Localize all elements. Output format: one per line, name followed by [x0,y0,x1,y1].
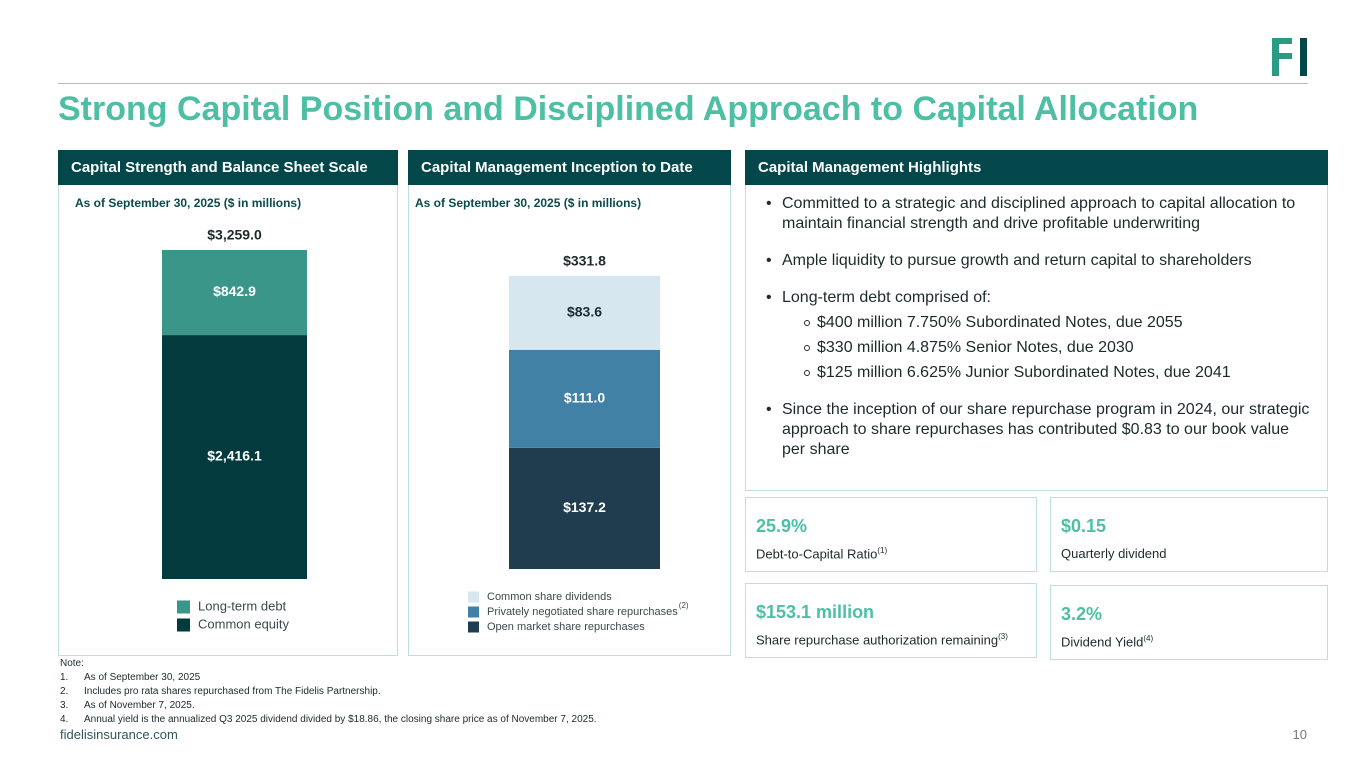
note-number: 2. [60,686,69,697]
stat-label: Share repurchase authorization remaining… [756,632,1026,647]
bar-segment [162,335,307,579]
data-label: $111.0 [564,390,605,406]
stat-box: 25.9% Debt-to-Capital Ratio(1) [745,497,1037,572]
stat-box: $153.1 million Share repurchase authoriz… [745,583,1037,658]
data-label: $2,416.1 [207,448,262,464]
bullet-list: Committed to a strategic and disciplined… [766,194,1315,460]
page-number: 10 [1292,727,1307,742]
legend-swatch [468,621,479,633]
bullet: Long-term debt comprised of: $400 millio… [766,288,1315,383]
legend-label: Open market share repurchases [487,621,645,633]
note: 2. Includes pro rata shares repurchased f… [60,685,597,699]
total-label: $3,259.0 [207,227,262,243]
chart: As of September 30, 2025 ($ in millions)… [75,196,307,632]
note: 3. As of November 7, 2025. [60,699,597,713]
note: 1. As of September 30, 2025 [60,671,597,685]
legend-label: Privately negotiated share repurchases [487,606,678,618]
panel-header: Capital Management Highlights [745,150,1328,185]
note-text: As of November 7, 2025. [84,700,195,711]
notes: Note: 1. As of September 30, 2025 2. Inclu… [60,657,597,727]
bar-segment [509,349,660,448]
bullet: Ample liquidity to pursue growth and ret… [766,251,1315,271]
stat-label-text: Dividend Yield [1061,634,1144,650]
footnote-ref: (4) [1143,634,1154,643]
footnote-ref: (2) [679,601,689,610]
stat-value: 3.2% [1061,604,1103,624]
legend-swatch [177,600,190,614]
sub-bullet: $330 million 4.875% Senior Notes, due 20… [782,338,1315,358]
sub-bullet: $400 million 7.750% Subordinated Notes, … [782,313,1315,333]
slide-title: Strong Capital Position and Disciplined … [58,90,1199,128]
data-label: $137.2 [563,499,606,515]
sub-list: $400 million 7.750% Subordinated Notes, … [782,313,1315,383]
logo [1272,38,1307,76]
panel-header: Capital Strength and Balance Sheet Scale [58,150,398,185]
note-text: As of September 30, 2025 [84,672,201,683]
legend-swatch [468,591,479,603]
legend-label: Common equity [198,616,290,631]
bar-segment [162,250,307,336]
footnote-ref: (1) [877,546,888,555]
header-rule [58,83,1308,84]
note-number: 1. [60,672,69,683]
stat-label: Debt-to-Capital Ratio(1) [756,546,1026,561]
stat-box: $0.15 Quarterly dividend [1050,497,1328,572]
note-number: 4. [60,714,69,725]
legend-swatch [177,618,190,632]
panel-header: Capital Management Inception to Date [408,150,731,185]
legend-label: Common share dividends [487,591,612,603]
sub-bullet: $125 million 6.625% Junior Subordinated … [782,363,1315,383]
bullet: Committed to a strategic and disciplined… [766,194,1315,234]
highlights: Committed to a strategic and disciplined… [745,185,1328,491]
stat-label-text: Debt-to-Capital Ratio [756,546,878,562]
data-label: $83.6 [567,304,602,320]
stat-box: 3.2% Dividend Yield(4) [1050,585,1328,660]
note-number: 3. [60,700,69,711]
panel [58,185,398,656]
stat-value: 25.9% [756,516,808,536]
chart-subtitle: As of September 30, 2025 ($ in millions) [75,196,301,210]
note-text: Includes pro rata shares repurchased fro… [84,686,381,697]
chart-subtitle: As of September 30, 2025 ($ in millions) [415,196,641,210]
total-label: $331.8 [563,253,606,269]
footnote-ref: (3) [998,632,1008,641]
chart: As of September 30, 2025 ($ in millions)… [415,196,689,633]
legend-swatch [468,606,479,618]
stat-value: $153.1 million [756,602,875,622]
bullet: Since the inception of our share repurch… [766,400,1315,460]
bullet-text: Long-term debt comprised of: [782,289,991,306]
bar-segment [509,276,660,350]
footer-website: fidelisinsurance.com [60,727,178,742]
note: 4. Annual yield is the annualized Q3 2025… [60,713,597,727]
note-text: Annual yield is the annualized Q3 2025 d… [84,714,597,725]
data-label: $842.9 [213,283,256,299]
panel [408,185,731,656]
bar-segment [509,447,660,569]
stat-value: $0.15 [1061,516,1107,536]
stat-label: Dividend Yield(4) [1061,634,1317,649]
legend-label: Long-term debt [198,598,287,613]
stat-label-text: Share repurchase authorization remaining [756,632,999,648]
stat-label: Quarterly dividend [1061,546,1167,561]
notes-heading: Note: [60,658,84,669]
